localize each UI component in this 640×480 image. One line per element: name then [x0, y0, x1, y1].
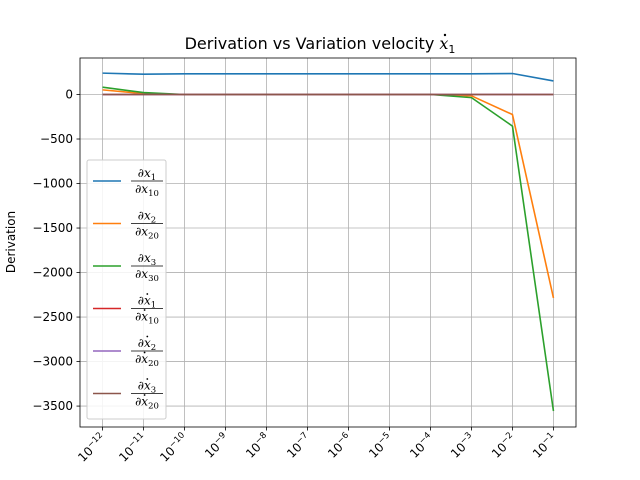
legend-entry: ∂x2∂x20 — [93, 335, 163, 369]
y-tick-label: −1000 — [32, 177, 73, 191]
title-math-variable: x — [439, 34, 448, 53]
legend-math: ∂x3 — [138, 251, 156, 268]
legend-math: ∂x3 — [138, 379, 156, 396]
legend-math-dot — [143, 351, 146, 354]
legend-math-dot — [146, 335, 149, 338]
legend-math: ∂x2 — [138, 209, 156, 226]
y-tick-label: −500 — [40, 132, 73, 146]
y-tick-label: −1500 — [32, 221, 73, 235]
legend-entry: ∂x3∂x20 — [93, 378, 163, 412]
legend-entry: ∂x1∂x10 — [93, 293, 163, 327]
y-tick-label: −3500 — [32, 399, 73, 413]
legend-math-dot — [146, 293, 149, 295]
legend-math: ∂x20 — [135, 225, 159, 242]
y-axis: 0 −500 −1000 −1500 −2000 −2500 −3000 −3500 — [32, 87, 80, 413]
legend-entry: ∂x1∂x10 — [93, 166, 163, 199]
legend-math: ∂x1 — [138, 294, 156, 311]
legend: ∂x1∂x10∂x2∂x20∂x3∂x30∂x1∂x10∂x2∂x20∂x3∂x… — [86, 159, 167, 420]
y-tick-label: 0 — [65, 87, 73, 101]
chart-title: Derivation vs Variation velocity x1 — [185, 34, 456, 56]
grid — [80, 58, 576, 427]
legend-math: ∂x20 — [135, 395, 159, 412]
legend-math: ∂x30 — [135, 267, 159, 284]
legend-math-dot — [143, 309, 146, 311]
legend-entry: ∂x2∂x20 — [93, 209, 163, 242]
y-tick-label: −2000 — [32, 266, 73, 280]
y-tick-label: −3000 — [32, 355, 73, 369]
legend-math: ∂x1 — [138, 166, 156, 183]
y-axis-label: Derivation — [4, 211, 18, 273]
y-tick-label: −2500 — [32, 310, 73, 324]
legend-box — [86, 159, 167, 420]
title-math-dot — [443, 33, 447, 37]
legend-math: ∂x10 — [135, 182, 159, 199]
legend-math: ∂x20 — [135, 352, 159, 369]
title-math-subscript: 1 — [448, 43, 455, 56]
legend-math-dot — [146, 378, 149, 380]
plot-frame — [79, 57, 577, 428]
legend-entry: ∂x3∂x30 — [93, 251, 163, 284]
legend-math: ∂x10 — [135, 310, 159, 327]
series-layer — [102, 72, 555, 412]
legend-math-dot — [143, 394, 146, 396]
legend-math: ∂x2 — [138, 336, 156, 353]
series-line — [102, 72, 554, 82]
